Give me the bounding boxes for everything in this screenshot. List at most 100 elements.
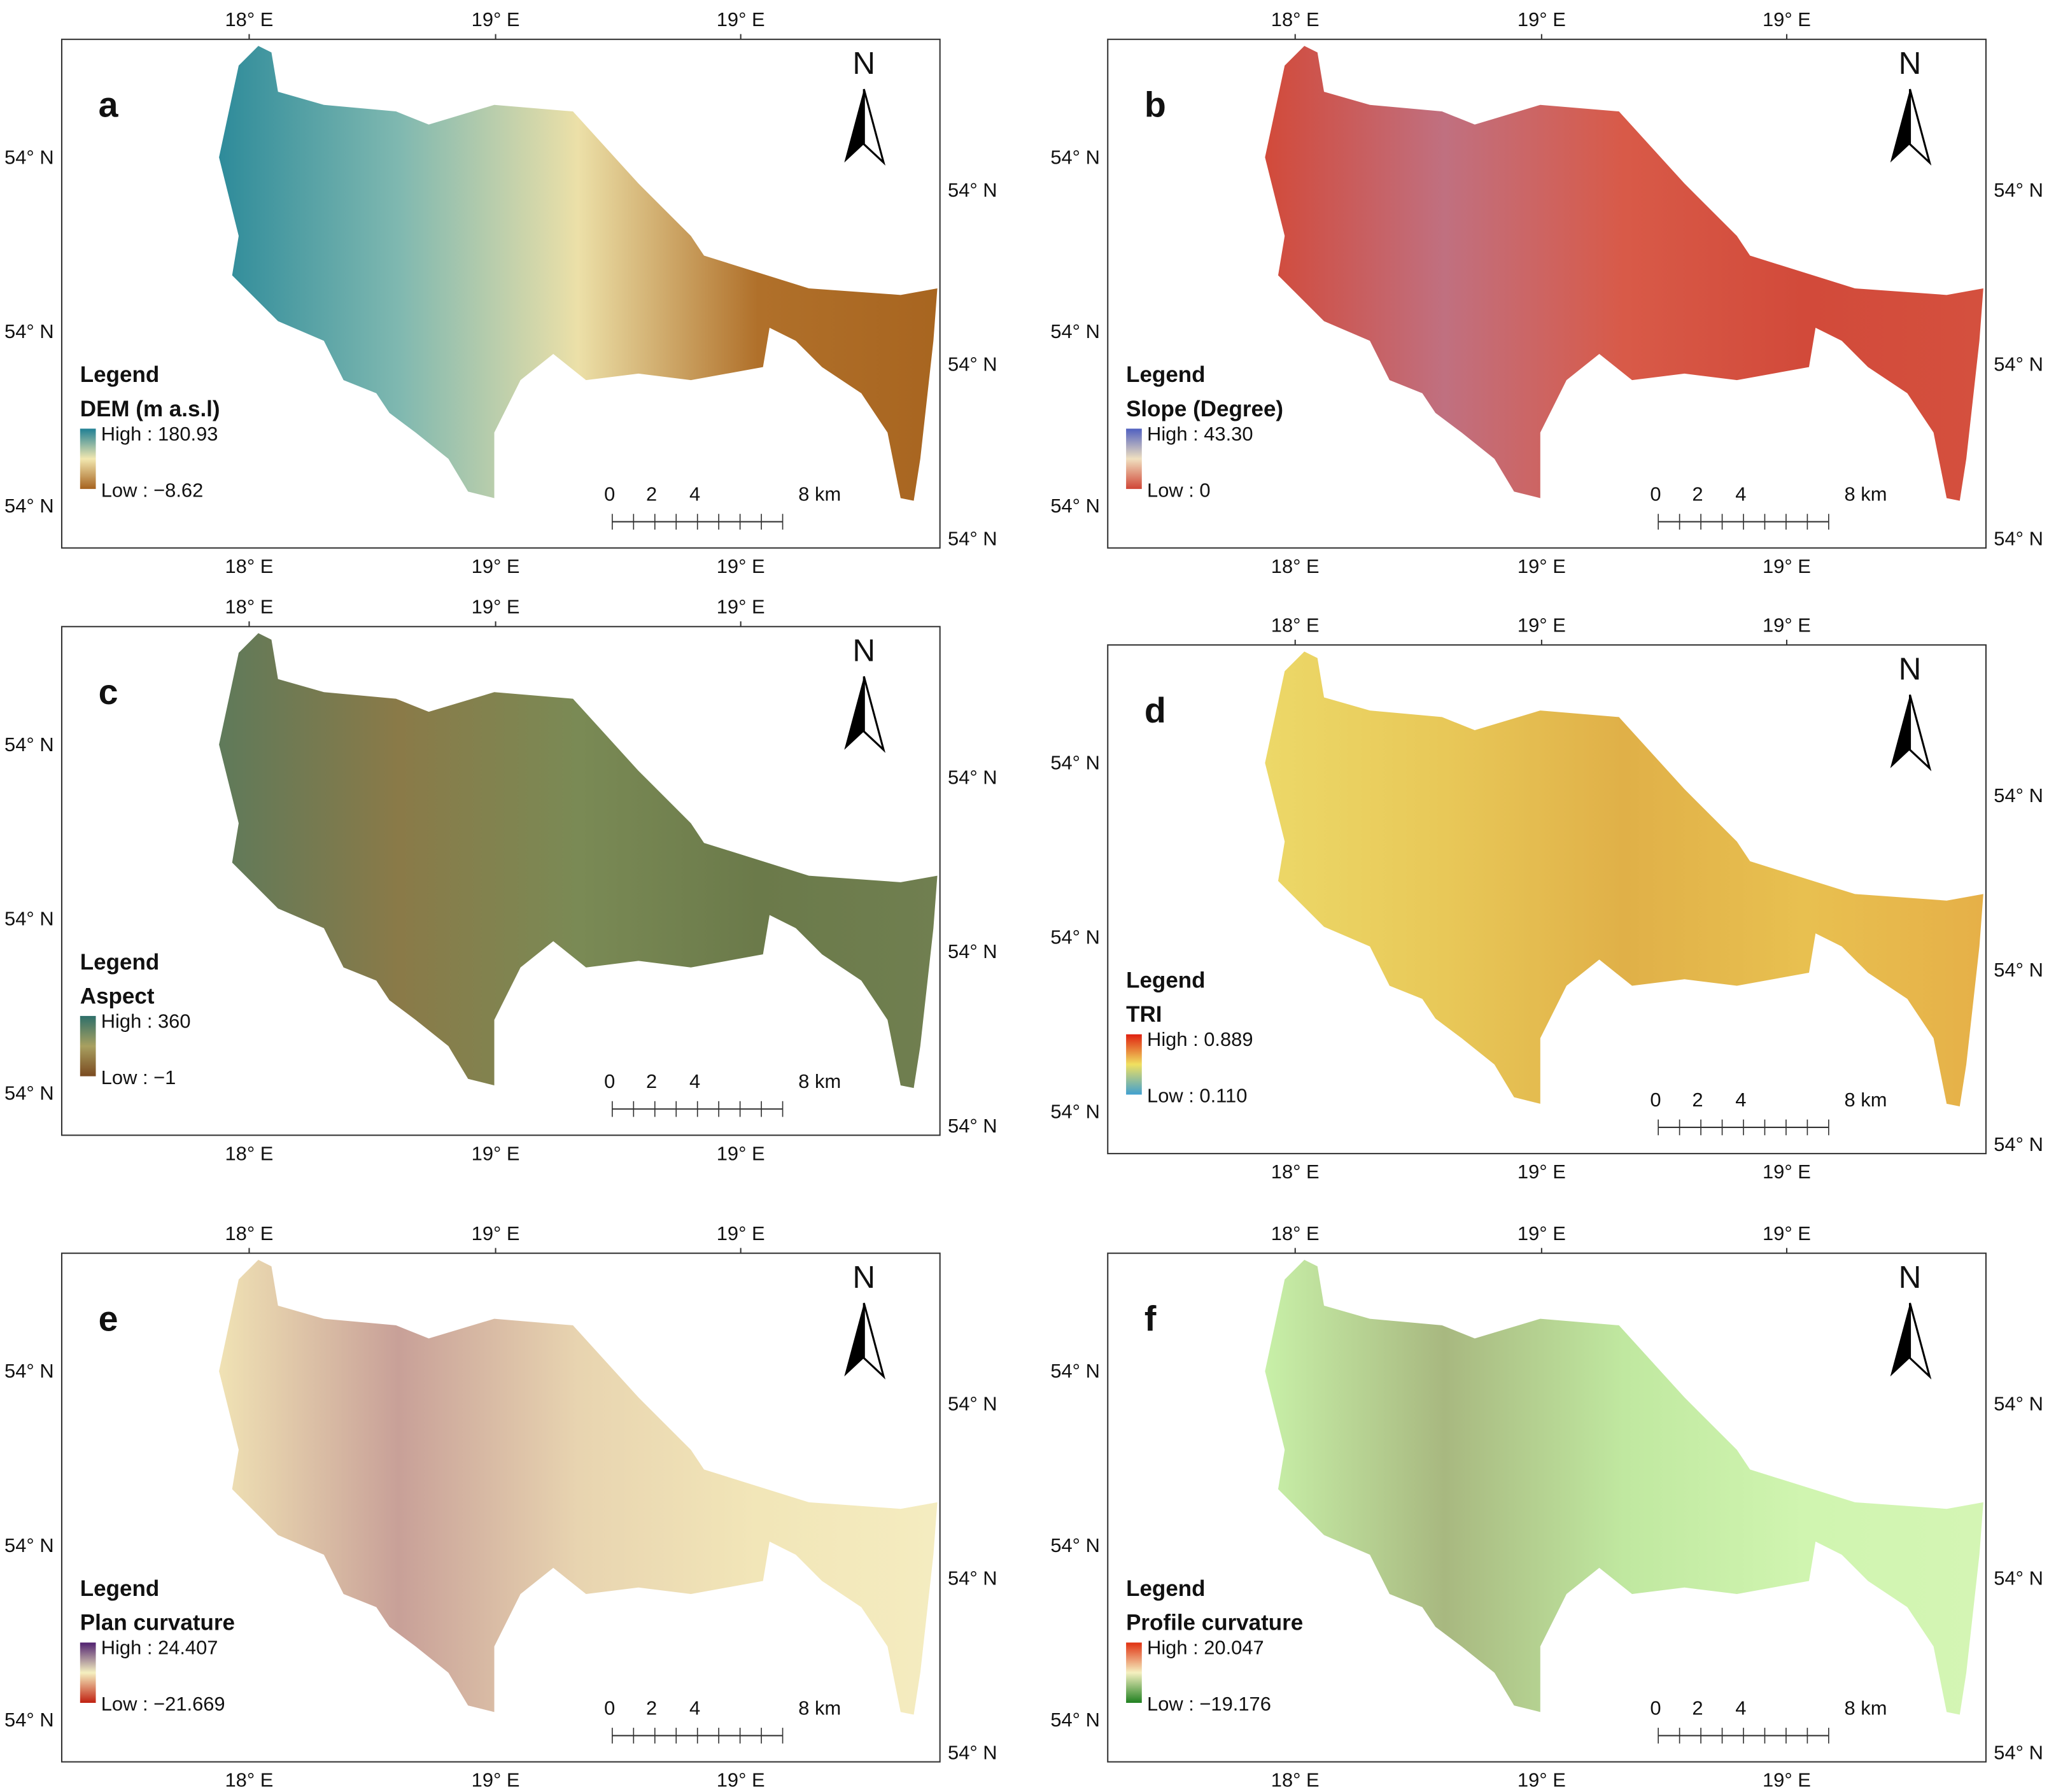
north-label: N	[1899, 651, 1922, 686]
latitude-label: 54° N	[1994, 1133, 2043, 1155]
study-area	[1265, 651, 1983, 1107]
latitude-label: 54° N	[1050, 1100, 1100, 1122]
latitude-label: 54° N	[948, 766, 997, 788]
latitude-label: 54° N	[1050, 1534, 1100, 1556]
longitude-label: 19° E	[472, 555, 520, 577]
longitude-label: 19° E	[717, 1769, 765, 1791]
panel-letter: a	[99, 85, 119, 125]
longitude-label: 18° E	[225, 1142, 274, 1164]
longitude-label: 19° E	[472, 596, 520, 618]
latitude-label: 54° N	[948, 1393, 997, 1415]
latitude-label: 54° N	[4, 146, 54, 168]
study-area	[219, 633, 938, 1089]
map-frame	[60, 38, 941, 549]
latitude-label: 54° N	[948, 940, 997, 963]
legend-heading: Legend	[1126, 362, 1205, 387]
longitude-label: 19° E	[717, 555, 765, 577]
north-label: N	[852, 46, 875, 81]
latitude-label: 54° N	[4, 320, 54, 342]
map-frame	[1107, 38, 1987, 549]
latitude-label: 54° N	[4, 1082, 54, 1104]
map-panel: 18° E 18° E 19° E 19° E 19° E 19° E 54° N 54° N…	[4, 1222, 997, 1791]
latitude-label: 54° N	[1994, 1393, 2043, 1415]
scale-label: 2	[646, 483, 657, 505]
scale-label: 8 km	[1845, 483, 1887, 505]
panel-letter: c	[99, 672, 118, 712]
latitude-label: 54° N	[948, 1741, 997, 1763]
scale-label: 8 km	[1845, 1089, 1887, 1111]
scale-label: 2	[1692, 483, 1703, 505]
longitude-label: 18° E	[225, 1769, 274, 1791]
legend-title: Profile curvature	[1126, 1611, 1303, 1635]
latitude-label: 54° N	[4, 495, 54, 517]
longitude-label: 19° E	[1517, 614, 1566, 636]
panel-letter: d	[1144, 691, 1166, 730]
legend-low: Low : −21.669	[101, 1693, 225, 1715]
panel-letter: b	[1144, 85, 1166, 125]
legend-ramp	[80, 1642, 96, 1703]
scale-label: 0	[1650, 1697, 1661, 1719]
scale-label: 4	[689, 1070, 700, 1092]
longitude-label: 19° E	[1517, 1769, 1566, 1791]
scale-label: 2	[1692, 1697, 1703, 1719]
longitude-label: 19° E	[1517, 555, 1566, 577]
north-arrow	[1908, 1302, 1932, 1380]
map-panel: 18° E 18° E 19° E 19° E 19° E 19° E 54° N 54° N…	[4, 596, 997, 1165]
legend-heading: Legend	[80, 1576, 159, 1601]
study-area	[219, 46, 938, 501]
north-label: N	[1899, 46, 1922, 81]
north-arrow	[844, 89, 864, 163]
latitude-label: 54° N	[1050, 926, 1100, 949]
legend-high: High : 24.407	[101, 1637, 218, 1659]
longitude-label: 19° E	[1763, 8, 1811, 31]
legend-ramp	[80, 1015, 96, 1076]
legend-low: Low : −19.176	[1147, 1693, 1271, 1715]
study-area	[1265, 46, 1983, 501]
legend-low: Low : 0.110	[1147, 1085, 1247, 1107]
legend-ramp	[80, 428, 96, 490]
map-frame	[1107, 644, 1987, 1155]
scale-label: 4	[1735, 483, 1746, 505]
scale-label: 0	[604, 1697, 615, 1719]
legend-title: Slope (Degree)	[1126, 397, 1283, 421]
longitude-label: 19° E	[717, 1142, 765, 1164]
latitude-label: 54° N	[1994, 179, 2043, 201]
latitude-label: 54° N	[1050, 1360, 1100, 1382]
longitude-label: 19° E	[1517, 8, 1566, 31]
latitude-label: 54° N	[4, 908, 54, 930]
longitude-label: 18° E	[1271, 1769, 1320, 1791]
study-area	[1265, 1259, 1983, 1715]
legend-ramp	[1126, 428, 1142, 490]
legend-heading: Legend	[80, 362, 159, 387]
longitude-label: 19° E	[472, 8, 520, 31]
legend-title: TRI	[1126, 1002, 1162, 1027]
scale-label: 4	[1735, 1089, 1746, 1111]
latitude-label: 54° N	[948, 179, 997, 201]
legend-title: Plan curvature	[80, 1611, 235, 1635]
legend-ramp	[1126, 1642, 1142, 1703]
north-arrow	[1890, 89, 1910, 163]
longitude-label: 19° E	[472, 1769, 520, 1791]
map-frame	[60, 1252, 941, 1763]
longitude-label: 19° E	[472, 1142, 520, 1164]
map-frame	[60, 626, 941, 1136]
scale-label: 0	[604, 1070, 615, 1092]
map-panel: 18° E 18° E 19° E 19° E 19° E 19° E 54° N 54° N…	[4, 8, 997, 577]
scale-label: 8 km	[798, 1697, 841, 1719]
scale-label: 8 km	[798, 483, 841, 505]
latitude-label: 54° N	[948, 528, 997, 550]
legend-low: Low : −8.62	[101, 479, 204, 501]
longitude-label: 18° E	[225, 1222, 274, 1245]
north-label: N	[1899, 1260, 1922, 1295]
north-arrow	[1890, 1302, 1910, 1377]
scale-label: 2	[646, 1697, 657, 1719]
north-arrow	[1908, 695, 1932, 772]
scale-label: 4	[1735, 1697, 1746, 1719]
latitude-label: 54° N	[1994, 1741, 2043, 1763]
latitude-label: 54° N	[1050, 146, 1100, 168]
legend-heading: Legend	[1126, 968, 1205, 993]
panel-letter: f	[1144, 1299, 1157, 1338]
latitude-label: 54° N	[1050, 1709, 1100, 1731]
longitude-label: 18° E	[225, 596, 274, 618]
